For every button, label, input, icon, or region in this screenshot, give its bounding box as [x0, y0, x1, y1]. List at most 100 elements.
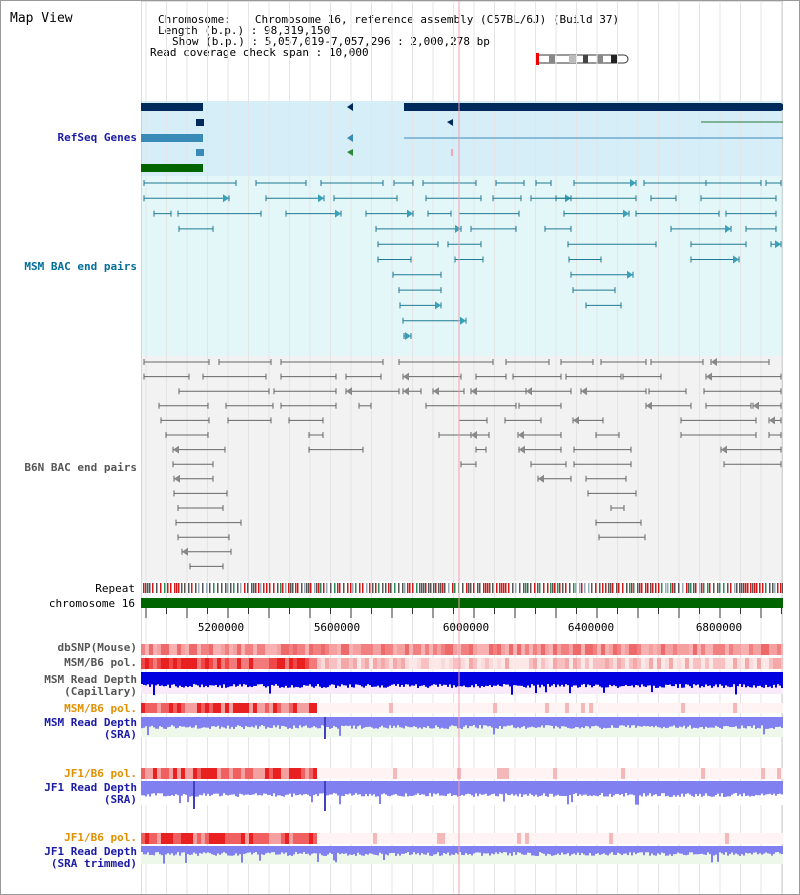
depth-bar	[501, 672, 503, 687]
depth-bar	[599, 672, 601, 687]
track-label-dbsnp[interactable]: dbSNP(Mouse)	[57, 641, 137, 654]
b6n-bac-track	[143, 358, 782, 570]
polymorphism-cell	[253, 644, 257, 655]
depth-bar	[361, 717, 363, 729]
polymorphism-cell	[241, 658, 245, 669]
polymorphism-cell	[429, 703, 433, 713]
polymorphism-cell	[777, 658, 781, 669]
polymorphism-cell	[769, 768, 773, 779]
polymorphism-cell	[677, 703, 681, 713]
depth-bar	[367, 717, 369, 727]
track-label-jf1-pol-1[interactable]: JF1/B6 pol.	[64, 767, 137, 780]
depth-bar	[405, 672, 407, 685]
polymorphism-cell	[673, 644, 677, 655]
track-label-msm-bac[interactable]: MSM BAC end pairs	[24, 260, 137, 273]
depth-bar	[241, 846, 243, 863]
depth-bar	[715, 781, 717, 795]
polymorphism-cell	[249, 768, 253, 779]
depth-bar	[337, 846, 339, 853]
depth-bar	[409, 672, 411, 687]
repeat-element	[378, 583, 380, 593]
track-label-jf1-pol-2[interactable]: JF1/B6 pol.	[64, 831, 137, 844]
depth-bar	[739, 846, 741, 856]
track-label-msm-depth-sra-2[interactable]: (SRA)	[103, 728, 137, 741]
depth-bar	[487, 717, 489, 727]
polymorphism-cell	[225, 703, 229, 713]
track-label-msm-depth-sra-1[interactable]: MSM Read Depth	[44, 716, 137, 729]
depth-bar	[463, 846, 465, 856]
depth-bar	[533, 717, 535, 728]
polymorphism-cell	[569, 658, 573, 669]
depth-bar	[287, 846, 289, 856]
polymorphism-cell	[181, 703, 185, 713]
depth-bar	[383, 846, 385, 861]
polymorphism-cell	[629, 703, 633, 713]
polymorphism-cell	[169, 703, 173, 713]
track-label-refseq[interactable]: RefSeq Genes	[57, 131, 137, 144]
polymorphism-cell	[537, 658, 541, 669]
depth-bar	[141, 781, 143, 796]
polymorphism-cell	[217, 833, 221, 844]
depth-bar	[451, 781, 453, 796]
position-axis: 5200000 5600000 6000000 6400000 6800000	[145, 608, 782, 634]
polymorphism-cell	[477, 768, 481, 779]
depth-bar	[687, 781, 689, 794]
polymorphism-cell	[481, 644, 485, 655]
polymorphism-cell	[417, 644, 421, 655]
repeat-element	[240, 583, 242, 593]
track-label-msm-depth-capillary-2[interactable]: (Capillary)	[64, 685, 137, 698]
depth-bar	[725, 781, 727, 797]
genome-browser-canvas[interactable]: 5200000 5600000 6000000 6400000 6800000	[141, 1, 783, 895]
depth-bar	[201, 717, 203, 728]
depth-bar	[647, 672, 649, 686]
depth-bar	[453, 781, 455, 795]
polymorphism-cell	[289, 658, 293, 669]
depth-bar	[625, 846, 627, 854]
repeat-element	[404, 583, 406, 593]
depth-bar	[647, 846, 649, 853]
depth-bar	[187, 717, 189, 728]
repeat-element	[584, 583, 586, 593]
polymorphism-cell	[361, 703, 365, 713]
polymorphism-cell	[597, 658, 601, 669]
depth-bar	[505, 781, 507, 794]
track-label-jf1-depth-sra-2[interactable]: (SRA)	[103, 793, 137, 806]
polymorphism-cell	[769, 703, 773, 713]
polymorphism-cell	[397, 768, 401, 779]
depth-bar	[279, 781, 281, 796]
repeat-element	[515, 583, 517, 593]
polymorphism-cell	[469, 644, 473, 655]
depth-bar	[471, 672, 473, 686]
depth-bar	[217, 781, 219, 794]
polymorphism-cell	[649, 658, 653, 669]
depth-bar	[567, 717, 569, 728]
polymorphism-cell	[561, 703, 565, 713]
polymorphism-cell	[377, 703, 381, 713]
chromosome-ideogram[interactable]	[531, 53, 631, 65]
polymorphism-cell	[293, 833, 297, 844]
depth-bar	[549, 846, 551, 855]
depth-bar	[523, 781, 525, 795]
track-label-jf1-depth-trim-1[interactable]: JF1 Read Depth	[44, 845, 137, 858]
polymorphism-cell	[305, 644, 309, 655]
depth-bar	[143, 781, 145, 796]
polymorphism-cell	[377, 658, 381, 669]
track-label-msm-b6-pol-2[interactable]: MSM/B6 pol.	[64, 702, 137, 715]
depth-bar	[343, 846, 345, 854]
depth-bar	[453, 672, 455, 686]
repeat-element	[637, 583, 639, 593]
depth-bar	[637, 717, 639, 726]
depth-bar	[369, 672, 371, 686]
polymorphism-cell	[365, 703, 369, 713]
track-label-b6n-bac[interactable]: B6N BAC end pairs	[24, 461, 137, 474]
polymorphism-cell	[705, 768, 709, 779]
depth-bar	[493, 717, 495, 735]
track-label-msm-depth-capillary-1[interactable]: MSM Read Depth	[44, 673, 137, 686]
depth-bar	[479, 781, 481, 794]
track-label-jf1-depth-trim-2[interactable]: (SRA trimmed)	[50, 857, 137, 870]
track-label-jf1-depth-sra-1[interactable]: JF1 Read Depth	[44, 781, 137, 794]
polymorphism-cell	[161, 768, 165, 779]
track-label-msm-b6-pol[interactable]: MSM/B6 pol.	[64, 656, 137, 669]
msm-bac-arrow	[623, 209, 629, 218]
polymorphism-cell	[529, 644, 533, 655]
